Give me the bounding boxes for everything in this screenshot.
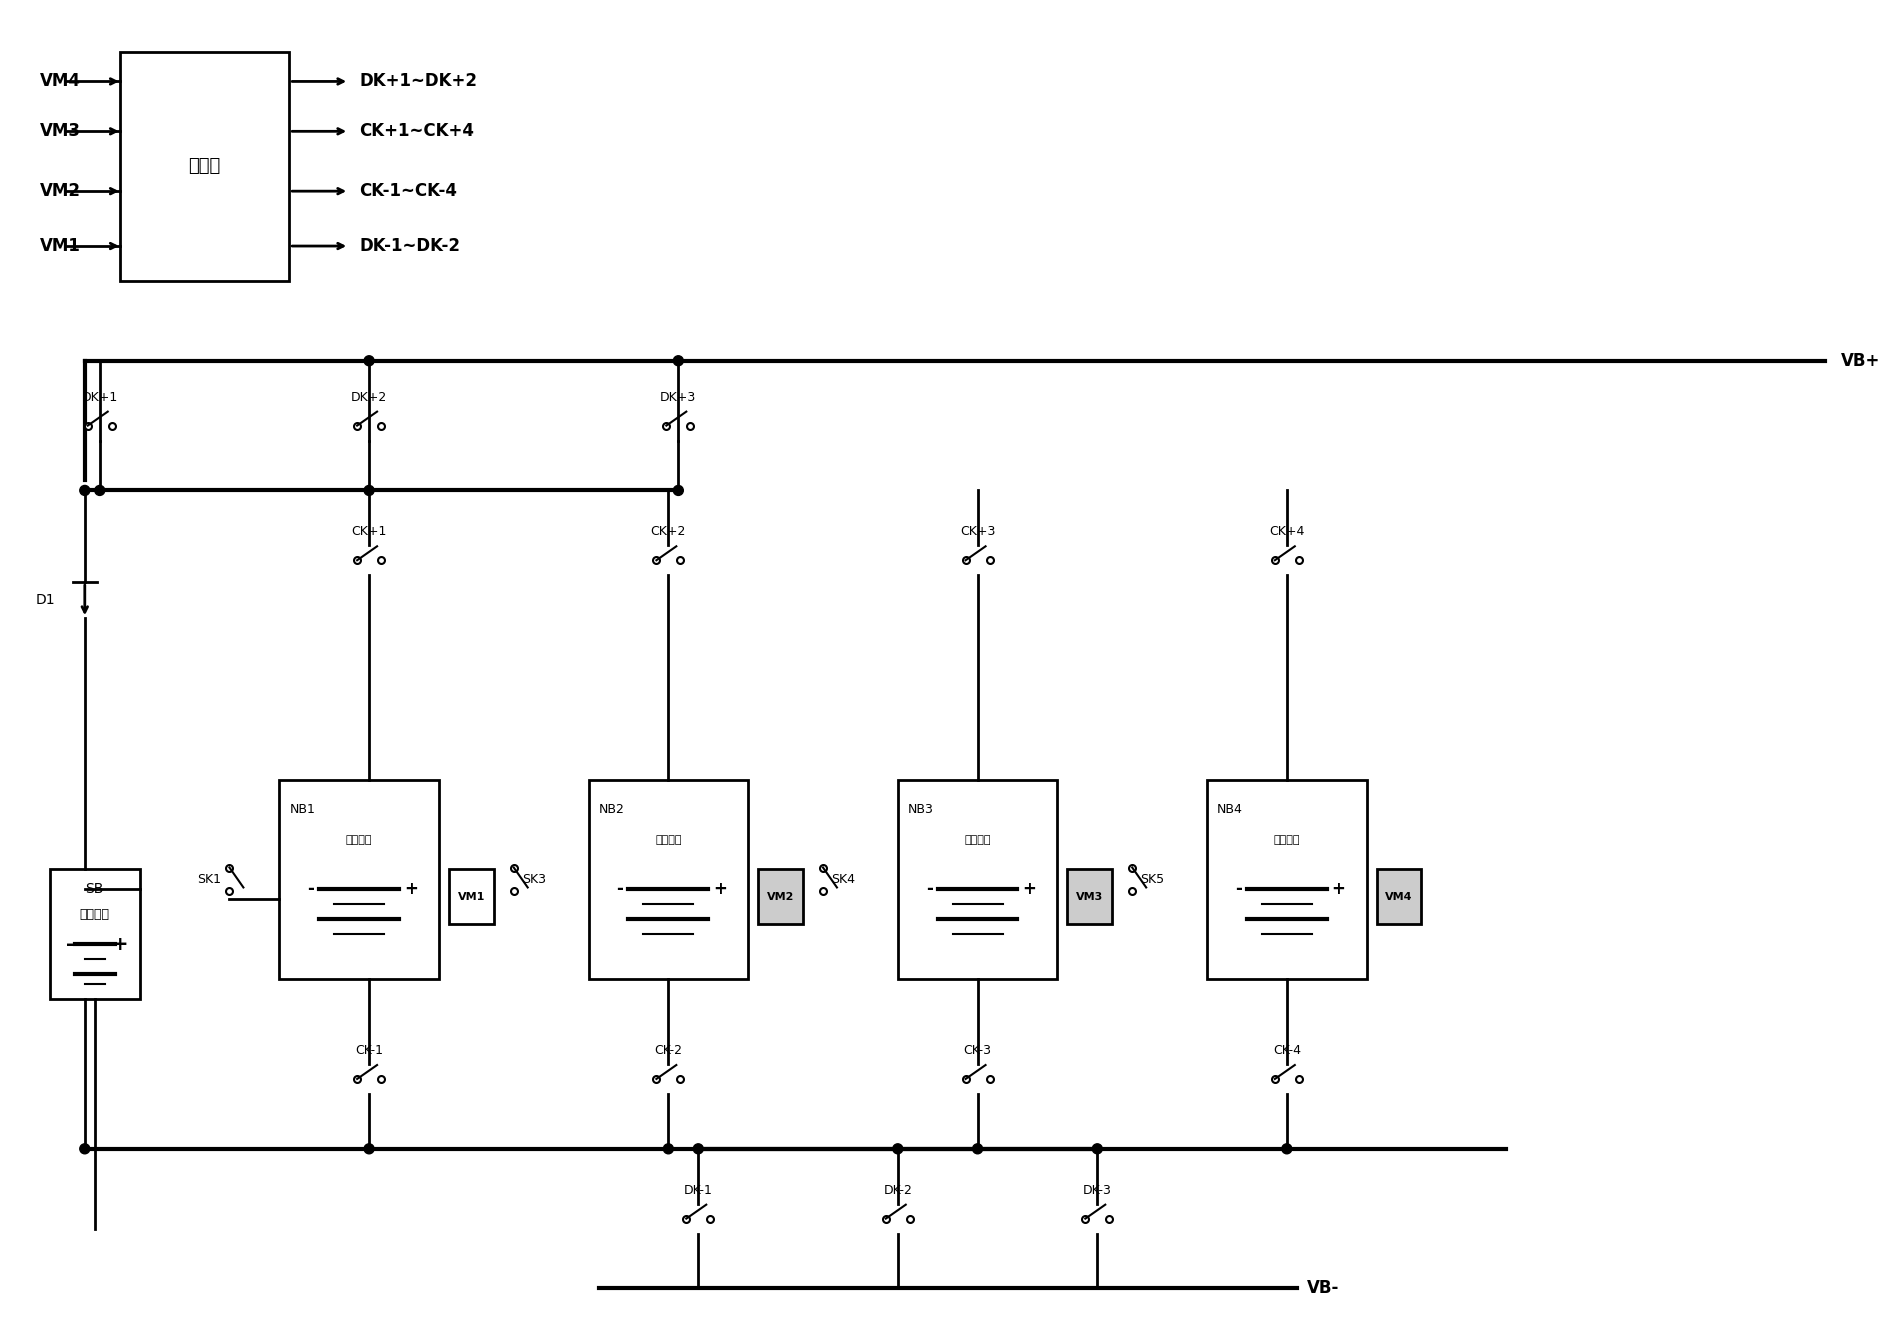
Text: CK+2: CK+2 xyxy=(650,525,686,538)
Circle shape xyxy=(693,1144,703,1154)
Circle shape xyxy=(79,1144,90,1154)
Text: CK-3: CK-3 xyxy=(963,1044,991,1058)
Circle shape xyxy=(364,1144,375,1154)
Bar xyxy=(448,870,494,924)
Circle shape xyxy=(94,485,106,496)
Text: DK+3: DK+3 xyxy=(659,390,697,404)
Text: VB-: VB- xyxy=(1307,1280,1340,1297)
Text: CK-1~CK-4: CK-1~CK-4 xyxy=(360,182,458,200)
Bar xyxy=(279,779,439,979)
Bar xyxy=(588,779,748,979)
Text: SK1: SK1 xyxy=(198,872,222,886)
Text: +: + xyxy=(1023,880,1036,899)
Text: DK+1~DK+2: DK+1~DK+2 xyxy=(360,72,477,91)
Text: -: - xyxy=(925,880,933,899)
Text: VM3: VM3 xyxy=(1076,892,1104,902)
Circle shape xyxy=(1281,1144,1292,1154)
Text: VB+: VB+ xyxy=(1841,352,1880,370)
Text: VM3: VM3 xyxy=(40,123,81,140)
Text: NB1: NB1 xyxy=(290,803,315,817)
Text: 控制器: 控制器 xyxy=(188,157,220,176)
Text: DK-3: DK-3 xyxy=(1083,1184,1112,1196)
Text: VM2: VM2 xyxy=(767,892,795,902)
Text: VM1: VM1 xyxy=(40,237,81,254)
Circle shape xyxy=(972,1144,983,1154)
Text: VM2: VM2 xyxy=(40,182,81,200)
Text: DK+2: DK+2 xyxy=(350,390,388,404)
Text: VM4: VM4 xyxy=(1385,892,1413,902)
Bar xyxy=(1068,870,1112,924)
Text: -: - xyxy=(66,935,73,954)
Text: NB4: NB4 xyxy=(1217,803,1243,817)
Text: CK+1: CK+1 xyxy=(352,525,386,538)
Text: CK-1: CK-1 xyxy=(354,1044,382,1058)
Text: +: + xyxy=(403,880,418,899)
Text: CK+1~CK+4: CK+1~CK+4 xyxy=(360,123,475,140)
Text: 镍氢电池: 镍氢电池 xyxy=(965,835,991,844)
Text: SK4: SK4 xyxy=(831,872,855,886)
Circle shape xyxy=(1093,1144,1102,1154)
Circle shape xyxy=(364,356,375,366)
Bar xyxy=(121,52,290,281)
Text: -: - xyxy=(1236,880,1242,899)
Text: SK3: SK3 xyxy=(522,872,546,886)
Bar xyxy=(1208,779,1366,979)
Text: +: + xyxy=(714,880,727,899)
Text: CK+3: CK+3 xyxy=(961,525,995,538)
Text: 镍氢电池: 镍氢电池 xyxy=(347,835,373,844)
Bar xyxy=(899,779,1057,979)
Text: SK5: SK5 xyxy=(1140,872,1164,886)
Text: DK-1: DK-1 xyxy=(684,1184,712,1196)
Circle shape xyxy=(663,1144,673,1154)
Text: 镍氢电池: 镍氢电池 xyxy=(656,835,682,844)
Text: VM1: VM1 xyxy=(458,892,484,902)
Text: +: + xyxy=(1332,880,1345,899)
Text: SB: SB xyxy=(85,882,104,896)
Text: DK+1: DK+1 xyxy=(81,390,119,404)
Text: +: + xyxy=(111,935,128,954)
Text: CK+4: CK+4 xyxy=(1270,525,1304,538)
Bar xyxy=(49,870,139,999)
Bar xyxy=(757,870,803,924)
Text: 光伏电池: 光伏电池 xyxy=(79,908,109,920)
Text: -: - xyxy=(307,880,315,899)
Text: VM4: VM4 xyxy=(40,72,81,91)
Circle shape xyxy=(893,1144,902,1154)
Circle shape xyxy=(79,485,90,496)
Text: 镍氢电池: 镍氢电池 xyxy=(1274,835,1300,844)
Text: DK-2: DK-2 xyxy=(884,1184,912,1196)
Circle shape xyxy=(673,485,684,496)
Circle shape xyxy=(673,356,684,366)
Text: CK-4: CK-4 xyxy=(1274,1044,1300,1058)
Text: DK-1~DK-2: DK-1~DK-2 xyxy=(360,237,460,254)
Text: NB2: NB2 xyxy=(599,803,624,817)
Text: -: - xyxy=(616,880,624,899)
Text: D1: D1 xyxy=(36,593,55,607)
Text: NB3: NB3 xyxy=(908,803,934,817)
Circle shape xyxy=(364,485,375,496)
Bar xyxy=(1377,870,1422,924)
Text: CK-2: CK-2 xyxy=(654,1044,682,1058)
